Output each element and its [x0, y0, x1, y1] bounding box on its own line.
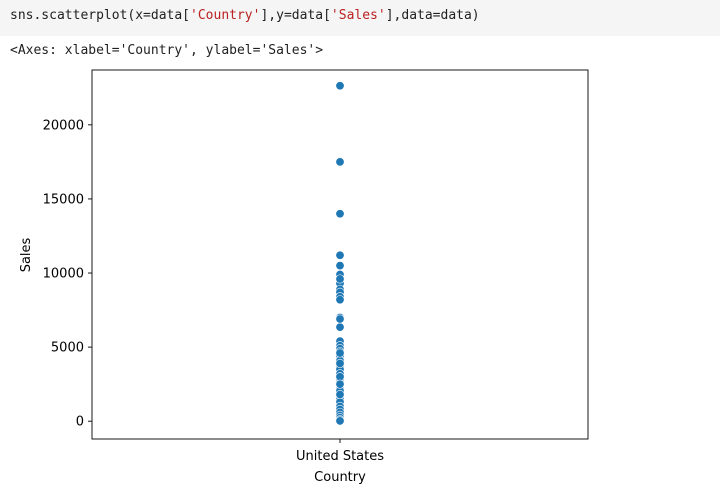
y-tick-label: 0 — [76, 415, 84, 430]
scatter-point — [335, 390, 345, 400]
scatter-point — [335, 157, 345, 167]
scatter-chart: 0 5000 10000 15000 20000 United States Count… — [19, 69, 589, 485]
scatter-point — [335, 209, 345, 219]
code-string-sales: 'Sales' — [330, 8, 386, 23]
y-axis-ticks: 0 5000 10000 15000 20000 — [43, 118, 92, 430]
x-tick-label: United States — [296, 449, 384, 464]
scatter-point — [335, 358, 345, 368]
y-axis-label: Sales — [19, 237, 34, 272]
scatter-point — [335, 250, 345, 260]
code-cell[interactable]: sns.scatterplot(x=data['Country'],y=data… — [0, 0, 720, 36]
scatter-point — [335, 274, 345, 284]
scatter-point — [335, 261, 345, 271]
scatter-point — [335, 314, 345, 324]
scatter-point — [335, 295, 345, 305]
x-axis-label: Country — [314, 470, 366, 485]
scatter-point — [335, 379, 345, 389]
cell-output-text: <Axes: xlabel='Country', ylabel='Sales'> — [10, 43, 324, 58]
y-tick-label: 15000 — [43, 192, 84, 207]
y-tick-label: 10000 — [43, 267, 84, 282]
code-middle: ],y=data[ — [260, 8, 331, 23]
scatter-point — [335, 81, 345, 91]
scatter-point — [335, 348, 345, 358]
x-axis-ticks: United States — [296, 439, 384, 464]
code-prefix: sns.scatterplot(x=data[ — [10, 8, 191, 23]
scatter-point — [335, 322, 345, 332]
scatter-points — [335, 81, 345, 426]
code-string-country: 'Country' — [190, 8, 261, 23]
code-suffix: ],data=data) — [385, 8, 480, 23]
y-tick-label: 20000 — [43, 118, 84, 133]
y-tick-label: 5000 — [51, 341, 84, 356]
scatter-point — [335, 416, 345, 426]
